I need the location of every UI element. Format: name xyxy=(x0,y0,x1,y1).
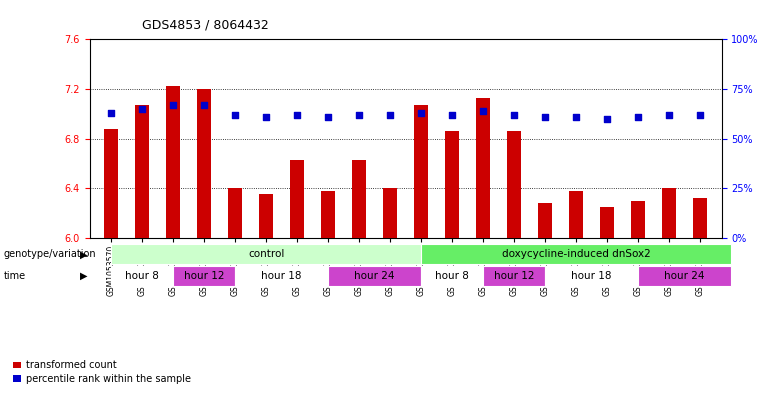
Point xyxy=(291,112,303,118)
Bar xyxy=(662,188,675,238)
Point xyxy=(353,112,365,118)
Point xyxy=(446,112,459,118)
Bar xyxy=(414,105,428,238)
Bar xyxy=(229,188,243,238)
Bar xyxy=(693,198,707,238)
Point xyxy=(569,114,582,120)
Bar xyxy=(600,207,614,238)
Text: ▶: ▶ xyxy=(80,271,88,281)
Point xyxy=(632,114,644,120)
Bar xyxy=(321,191,335,238)
Bar xyxy=(383,188,397,238)
Point xyxy=(508,112,520,118)
Point xyxy=(384,112,396,118)
Point xyxy=(663,112,675,118)
Bar xyxy=(197,89,211,238)
Bar xyxy=(290,160,304,238)
Bar xyxy=(538,203,552,238)
Point xyxy=(136,106,148,112)
Bar xyxy=(476,97,490,238)
Text: ▶: ▶ xyxy=(80,249,88,259)
Text: hour 12: hour 12 xyxy=(184,271,225,281)
Point xyxy=(539,114,551,120)
Point xyxy=(167,102,179,108)
Point xyxy=(601,116,613,122)
Bar xyxy=(259,195,273,238)
Bar xyxy=(105,129,119,238)
Bar xyxy=(166,86,180,238)
Bar xyxy=(631,200,645,238)
Text: genotype/variation: genotype/variation xyxy=(4,249,97,259)
Point xyxy=(693,112,706,118)
Text: hour 8: hour 8 xyxy=(435,271,469,281)
Bar xyxy=(353,160,366,238)
Text: doxycycline-induced dnSox2: doxycycline-induced dnSox2 xyxy=(502,249,651,259)
Point xyxy=(105,110,118,116)
Point xyxy=(477,108,489,114)
Text: hour 18: hour 18 xyxy=(261,271,302,281)
Text: hour 18: hour 18 xyxy=(571,271,612,281)
Text: hour 24: hour 24 xyxy=(354,271,395,281)
Text: hour 24: hour 24 xyxy=(664,271,704,281)
Text: hour 8: hour 8 xyxy=(126,271,159,281)
Point xyxy=(322,114,335,120)
Text: hour 12: hour 12 xyxy=(494,271,534,281)
Text: GDS4853 / 8064432: GDS4853 / 8064432 xyxy=(142,18,269,31)
Bar xyxy=(507,131,521,238)
Point xyxy=(260,114,272,120)
Legend: transformed count, percentile rank within the sample: transformed count, percentile rank withi… xyxy=(12,360,191,384)
Point xyxy=(229,112,242,118)
Point xyxy=(415,110,427,116)
Bar xyxy=(569,191,583,238)
Bar xyxy=(136,105,149,238)
Text: time: time xyxy=(4,271,26,281)
Bar xyxy=(445,131,459,238)
Text: control: control xyxy=(248,249,285,259)
Point xyxy=(198,102,211,108)
